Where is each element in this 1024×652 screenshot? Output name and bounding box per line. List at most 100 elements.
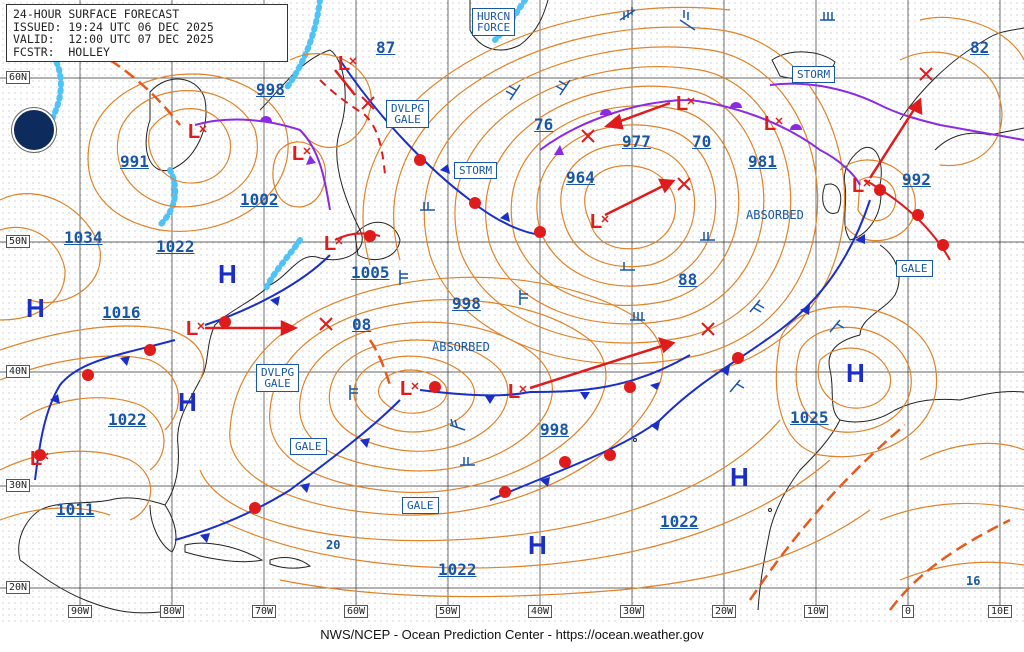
cold-front-triangle xyxy=(200,533,210,543)
ice-edge-gulf-stlawrence xyxy=(262,237,303,293)
small-pressure-label: 20 xyxy=(326,538,341,552)
pressure-label: 998 xyxy=(452,294,481,313)
low-pressure-icon: L xyxy=(508,381,520,403)
lat-label-30n: 30N xyxy=(6,479,31,492)
issued-time: ISSUED: 19:24 UTC 06 DEC 2025 xyxy=(13,19,214,34)
cold-front-triangle xyxy=(270,296,280,306)
isobar xyxy=(116,90,258,208)
isobar xyxy=(919,16,1024,61)
cold-front-triangle xyxy=(540,477,550,487)
low-center-mark xyxy=(687,97,695,105)
warm-front-bump xyxy=(249,502,261,514)
cold-front-triangle xyxy=(800,305,810,315)
isobar xyxy=(899,561,1024,581)
wind-barb-icon xyxy=(630,312,645,321)
pressure-label: 1005 xyxy=(351,263,390,282)
warm-front-bump xyxy=(604,449,616,461)
isobar xyxy=(328,339,509,452)
noaa-logo-icon xyxy=(12,108,56,152)
central-america-coast xyxy=(19,559,161,614)
occlusion-symbol xyxy=(600,109,612,115)
forecast-header: 24-HOUR SURFACE FORECAST ISSUED: 19:24 U… xyxy=(6,4,288,62)
lon-label-60w: 60W xyxy=(344,605,369,618)
storm-track-arrow-icon xyxy=(334,69,356,96)
pressure-label: 1022 xyxy=(108,410,147,429)
gulf-coast xyxy=(18,497,166,561)
azores-island xyxy=(633,438,637,442)
low-center-mark xyxy=(349,57,357,65)
gale-warning: GALE xyxy=(402,497,439,514)
warning-line: GALE xyxy=(264,377,291,390)
future-position-x xyxy=(677,177,691,191)
cuba-coast xyxy=(184,542,264,563)
isobar xyxy=(536,124,717,287)
isobar xyxy=(0,355,180,431)
troughs xyxy=(109,58,1011,611)
wind-barb-icon xyxy=(749,299,765,313)
pressure-label: 70 xyxy=(692,132,712,151)
trough xyxy=(368,339,392,386)
pressure-label: 76 xyxy=(534,115,554,134)
warm-front-bump xyxy=(559,456,571,468)
isobar xyxy=(899,51,1003,167)
warning-line: FORCE xyxy=(477,21,511,34)
pressure-label: 998 xyxy=(256,80,285,99)
isobar xyxy=(795,326,912,433)
pressure-label: 82 xyxy=(970,38,990,57)
warning-line: DVLPG xyxy=(261,366,295,379)
cold-front-triangle xyxy=(650,382,660,390)
occluded-fronts xyxy=(194,82,1024,211)
wind-barb-icon xyxy=(349,385,358,400)
wind-barb-icon xyxy=(679,10,696,31)
low-pressure-icon: L xyxy=(764,113,776,135)
lon-label-10w: 10W xyxy=(804,605,829,618)
cold-front-triangle xyxy=(500,212,510,222)
storm-warning: STORM xyxy=(792,66,836,83)
labrador-coast xyxy=(259,49,363,286)
occlusion-symbol xyxy=(260,116,272,122)
developing-gale-warning: DVLPG GALE xyxy=(256,364,300,392)
pressure-label: 1034 xyxy=(64,228,103,247)
future-low-positions xyxy=(319,67,933,336)
basemap-layer: L L L L L L L L L L L L xyxy=(0,0,1024,622)
arrowhead xyxy=(907,97,923,116)
pressure-label: 1011 xyxy=(56,500,95,519)
warm-front-bump xyxy=(499,486,511,498)
pressure-label: 1022 xyxy=(438,560,477,579)
low-pressure-icon: L xyxy=(590,211,602,233)
arrowhead xyxy=(604,113,624,130)
isobar xyxy=(229,276,664,516)
lat-label-60n: 60N xyxy=(6,71,31,84)
absorbed-note: ABSORBED xyxy=(432,340,490,354)
isobar xyxy=(560,143,695,268)
france-coast xyxy=(859,244,900,336)
ice-edge-quebec xyxy=(157,167,179,228)
lon-label-40w: 40W xyxy=(528,605,553,618)
warm-front-bump xyxy=(219,316,231,328)
low-center-mark xyxy=(775,117,783,125)
low-pressure-icon: L xyxy=(400,378,412,400)
isobar xyxy=(279,509,871,598)
cold-front-triangle xyxy=(580,392,590,400)
isobar xyxy=(879,502,1024,521)
ireland-coast xyxy=(822,183,842,214)
pressure-label: 1025 xyxy=(790,408,829,427)
high-pressure-icon: H xyxy=(730,462,749,492)
pressure-label: 964 xyxy=(566,168,595,187)
low-pressure-icon: L xyxy=(852,175,864,197)
cold-front xyxy=(489,199,871,501)
mediterranean-coast xyxy=(959,391,1024,401)
arrowhead xyxy=(280,320,298,336)
gale-warning: GALE xyxy=(896,260,933,277)
low-center-mark xyxy=(197,322,205,330)
isobar xyxy=(289,53,372,148)
wind-barb-icon xyxy=(700,232,715,241)
isobar xyxy=(269,299,607,494)
warm-front xyxy=(334,232,381,241)
isobar xyxy=(584,165,677,250)
arrowhead xyxy=(657,178,676,194)
forecast-title: 24-HOUR SURFACE FORECAST xyxy=(13,7,180,21)
pressure-label: 87 xyxy=(376,38,396,57)
lon-label-10e: 10E xyxy=(988,605,1013,618)
cold-front-triangle xyxy=(855,234,865,244)
